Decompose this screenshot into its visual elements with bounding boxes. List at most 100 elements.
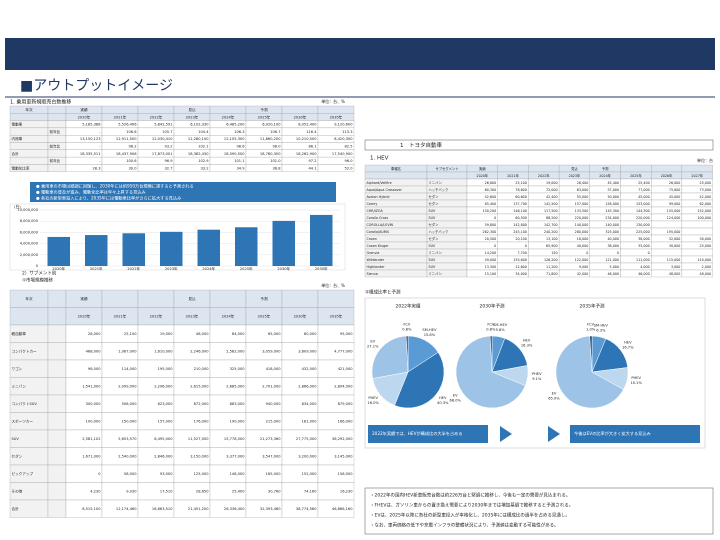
- slice-label: EV: [552, 391, 557, 395]
- cell-text: 32,000: [669, 237, 681, 241]
- cell-text: ミニバン: [12, 385, 27, 389]
- cell-text: 121,000: [605, 258, 619, 262]
- cell-text: コンパクトカー: [12, 349, 38, 354]
- cell-text: 10,210,500: [296, 137, 317, 141]
- table-cell: [101, 105, 139, 114]
- bar: [272, 220, 295, 266]
- body-text: ・なお、車両価格の低下や充電インフラの整備状況により、予測値は変動する可能性があ…: [370, 522, 559, 529]
- company-box: [364, 139, 714, 151]
- pie-slice: [489, 335, 493, 373]
- cell-text: 57,000: [607, 188, 619, 192]
- x-tick-label: 2022年: [127, 266, 140, 271]
- cell-text: -: [99, 130, 101, 134]
- cell-text: 96.9: [164, 159, 173, 163]
- axis-label: (台): [14, 204, 21, 209]
- cell-text: 35,000: [638, 244, 650, 248]
- slice-value: 15.8%: [424, 333, 436, 337]
- cell-text: ピックアップ: [12, 471, 34, 476]
- bullet-text: ● 乗用車の市場は順調に回復し、2030年には約950万台規模に達すると予測され…: [36, 183, 194, 190]
- cell-text: 2022年: [150, 314, 163, 319]
- table-cell: [47, 289, 67, 308]
- cell-text: 電動化比率: [12, 165, 30, 170]
- cell-text: 93.2: [164, 144, 172, 148]
- cell-text: 872,000: [194, 402, 210, 406]
- cell-text: 245,100: [513, 230, 527, 234]
- cell-text: 144,300: [636, 209, 650, 213]
- cell-text: -: [99, 159, 101, 163]
- cell-text: 電動車: [12, 122, 23, 127]
- cell-text: 1,541,000: [82, 385, 101, 389]
- cell-text: 0: [648, 251, 650, 255]
- cell-text: ハッチバック: [429, 229, 449, 234]
- slice-label: PHEV: [532, 372, 542, 376]
- cell-text: ミニバン: [429, 272, 443, 276]
- cell-text: セダン: [429, 222, 440, 227]
- cell-text: 8,052,400: [298, 123, 317, 127]
- cell-text: 6,102,330: [190, 123, 209, 127]
- cell-text: 210,000: [194, 367, 210, 371]
- cell-text: 150,000: [122, 420, 138, 424]
- table-cell: [497, 164, 529, 173]
- cell-text: 30,000: [669, 244, 681, 248]
- cell-text: 110,000: [697, 258, 711, 262]
- cell-text: 140,000: [605, 223, 619, 227]
- cell-text: 157,000: [158, 420, 174, 424]
- table-cell: [681, 164, 713, 173]
- cell-text: 2021年: [114, 114, 127, 119]
- cell-text: セダン: [429, 194, 440, 199]
- cell-text: 4,230: [90, 490, 101, 494]
- cell-text: 年次: [25, 296, 33, 301]
- section-label: 1. HEV: [370, 156, 389, 162]
- cell-text: 46,886,160: [332, 507, 353, 511]
- cell-text: 17,873,001: [152, 152, 173, 156]
- pie-slice: [589, 335, 593, 373]
- cell-text: 150: [551, 251, 557, 255]
- cell-text: 5,653,570: [118, 437, 137, 441]
- cell-text: SUV: [429, 216, 437, 220]
- cell-text: 93,000: [160, 472, 173, 476]
- slice-label: PHEV: [368, 396, 378, 400]
- cell-text: 325,000: [605, 230, 619, 234]
- cell-text: 前年比: [50, 158, 61, 163]
- cell-text: 86.1: [308, 144, 316, 148]
- table-cell: [317, 289, 355, 308]
- cell-text: 3,059,000: [262, 350, 281, 354]
- table-cell: [364, 171, 428, 180]
- cell-text: 65,900: [546, 244, 558, 248]
- cell-text: 150,200: [483, 209, 497, 213]
- cell-text: 418,000: [266, 367, 282, 371]
- table-cell: [47, 482, 67, 501]
- slice-label: EV: [370, 340, 375, 344]
- cell-text: 18,262,900: [296, 152, 317, 156]
- cell-text: 45,000: [638, 195, 650, 199]
- cell-text: 137,700: [513, 202, 527, 206]
- cell-text: 3,150,000: [190, 455, 209, 459]
- cell-text: 153,000: [636, 202, 650, 206]
- cell-text: 166,000: [338, 420, 354, 424]
- cell-text: 2,099,000: [118, 385, 137, 389]
- cell-text: 126,200: [544, 258, 558, 262]
- cell-text: 19,000: [160, 332, 173, 336]
- cell-text: 年次: [25, 107, 33, 112]
- cell-text: 106.7: [270, 130, 280, 134]
- cell-text: 18,000: [577, 237, 589, 241]
- cell-text: Corolla/AURIS: [367, 230, 390, 234]
- cell-text: 9,000: [579, 265, 588, 269]
- cell-text: 4,777,000: [334, 350, 353, 354]
- cell-text: 176,000: [194, 420, 210, 424]
- cell-text: 432,000: [302, 367, 318, 371]
- cell-text: 158,000: [605, 202, 619, 206]
- table-cell: [47, 429, 67, 448]
- cell-text: 前年比: [50, 143, 61, 148]
- cell-text: スポーツカー: [12, 419, 34, 424]
- cell-text: 25,000: [700, 244, 712, 248]
- cell-text: 3,200,000: [298, 455, 317, 459]
- table-cell: [9, 307, 49, 326]
- cell-text: 26,000: [669, 181, 681, 185]
- cell-text: 5,000: [610, 265, 619, 269]
- cell-text: 5,526,406: [118, 123, 137, 127]
- cell-text: 72,000: [546, 188, 558, 192]
- unit-label: 単位：台、%: [321, 98, 345, 104]
- table-cell: [47, 307, 67, 326]
- cell-text: 21,451,200: [188, 507, 209, 511]
